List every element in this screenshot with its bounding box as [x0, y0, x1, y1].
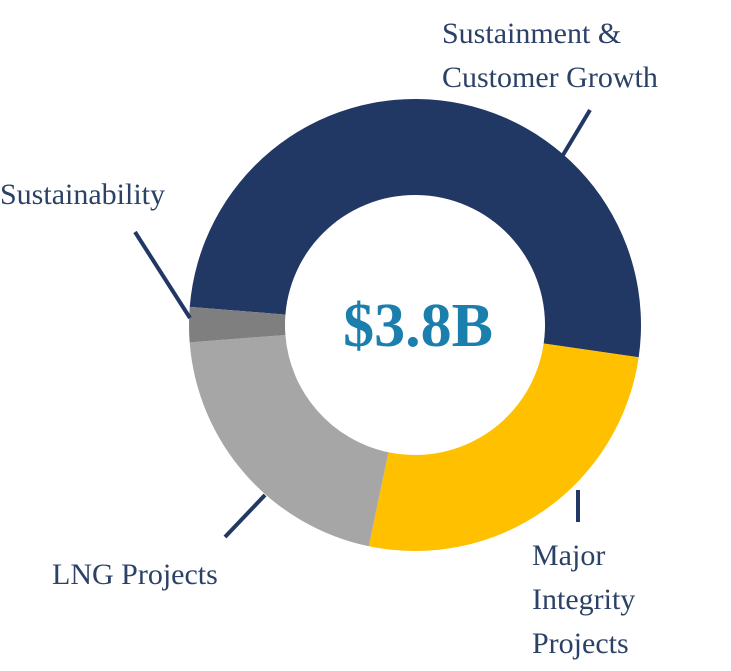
leader-line — [561, 108, 592, 157]
slice-label: Sustainment & Customer Growth — [442, 17, 658, 94]
donut-slice — [189, 99, 641, 358]
slice-label: Major Integrity Projects — [532, 539, 636, 660]
slices — [189, 99, 641, 551]
slice-label: Sustainability — [0, 178, 165, 211]
leader-line — [223, 493, 267, 539]
slice-label: LNG Projects — [52, 558, 218, 591]
donut-slice — [189, 306, 286, 343]
donut-slice — [189, 334, 389, 547]
donut-slice — [368, 343, 639, 551]
leader-line — [133, 230, 192, 320]
center-label: $3.8B — [343, 292, 493, 360]
